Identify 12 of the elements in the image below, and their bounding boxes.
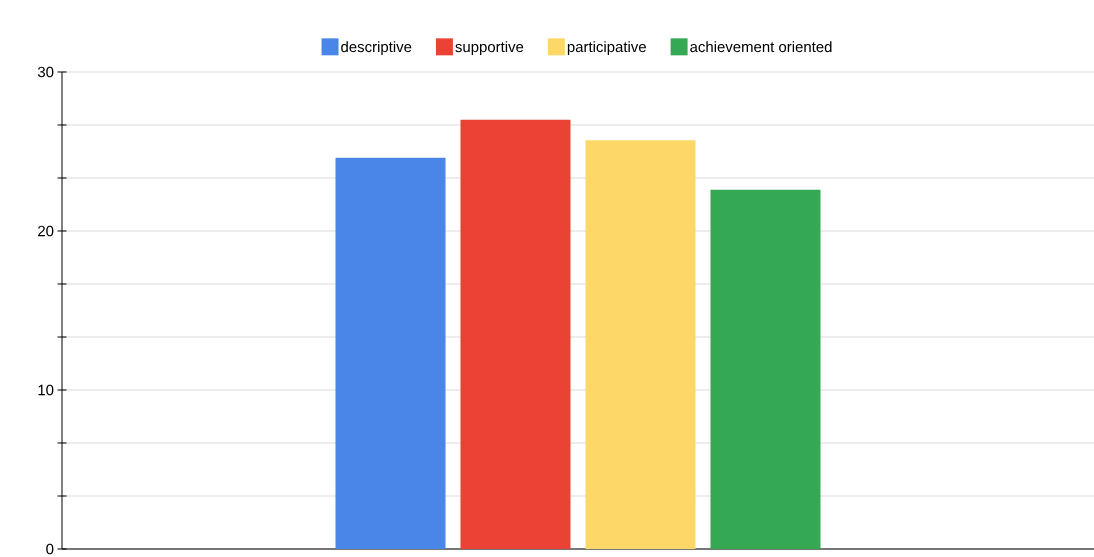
legend-label: achievement oriented	[690, 41, 832, 53]
y-tick-label: 0	[46, 543, 54, 555]
legend-label: participative	[567, 41, 646, 56]
y-tick-label: 30	[37, 66, 54, 78]
bar	[460, 119, 571, 549]
legend-label: descriptive	[341, 41, 412, 56]
bar	[585, 140, 696, 549]
bar	[710, 189, 821, 549]
y-tick-label: 20	[38, 225, 54, 237]
y-tick-label: 10	[38, 384, 54, 396]
bar	[335, 157, 446, 549]
legend-label: supportive	[455, 41, 524, 56]
